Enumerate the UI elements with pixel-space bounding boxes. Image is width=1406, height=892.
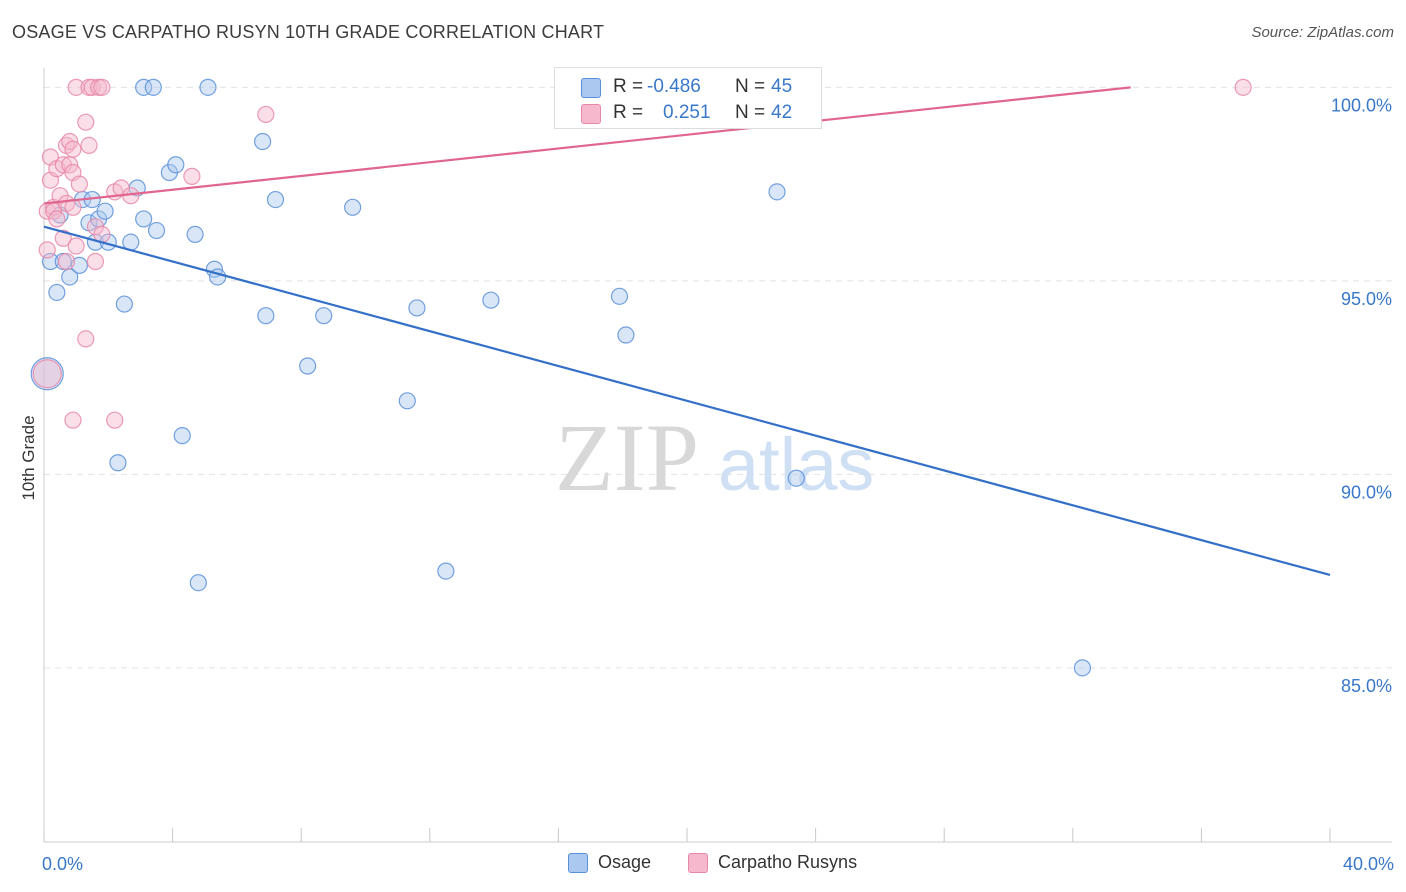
osage-point bbox=[48, 283, 66, 302]
legend-label-carpatho: Carpatho Rusyns bbox=[718, 852, 858, 872]
carpatho-point bbox=[54, 229, 72, 247]
points-layer bbox=[30, 78, 1252, 677]
osage-point bbox=[617, 326, 635, 344]
chart-source: Source: ZipAtlas.com bbox=[1251, 24, 1394, 41]
osage-point bbox=[610, 287, 629, 305]
carpatho-point bbox=[67, 237, 85, 255]
osage-point bbox=[70, 256, 88, 274]
carpatho-point bbox=[32, 359, 62, 389]
watermark: ZIP atlas bbox=[555, 404, 874, 511]
stats-r-value: -0.486 bbox=[647, 76, 701, 97]
stats-n-label: N = bbox=[735, 76, 766, 97]
osage-point bbox=[186, 225, 204, 244]
osage-point bbox=[437, 562, 455, 580]
osage-point bbox=[1073, 659, 1092, 677]
carpatho-point bbox=[183, 167, 201, 185]
trend-layer bbox=[43, 86, 1331, 577]
carpatho-point bbox=[80, 136, 98, 154]
stats-swatch-carpatho bbox=[581, 104, 601, 124]
carpatho-point bbox=[1234, 78, 1252, 96]
stats-row-carpatho: R = 0.251 N = 42 bbox=[555, 100, 823, 128]
osage-point bbox=[315, 307, 333, 325]
carpatho-point bbox=[83, 78, 101, 96]
osage-point bbox=[768, 183, 786, 201]
labels-layer: 100.0% 95.0% 90.0% 85.0% 0.0% 40.0% bbox=[42, 95, 1394, 874]
carpatho-point bbox=[93, 78, 111, 96]
y-tick-label: 100.0% bbox=[1331, 95, 1392, 115]
carpatho-point bbox=[257, 105, 275, 124]
y-tick-label: 95.0% bbox=[1341, 289, 1392, 309]
osage-point bbox=[96, 202, 114, 220]
osage-trend-line bbox=[43, 225, 1331, 577]
stats-n-value: 45 bbox=[771, 76, 793, 97]
stats-box: R = -0.486 N = 45 R = 0.251 N = 42 bbox=[554, 67, 822, 129]
carpatho-point bbox=[64, 411, 82, 429]
stats-swatch-osage bbox=[581, 78, 601, 98]
y-tick-label: 85.0% bbox=[1341, 676, 1392, 696]
osage-point bbox=[167, 156, 185, 174]
legend: Osage Carpatho Rusyns bbox=[0, 852, 1406, 878]
carpatho-point bbox=[77, 330, 95, 348]
y-tick-label: 90.0% bbox=[1341, 482, 1392, 502]
osage-point bbox=[109, 454, 127, 472]
osage-point bbox=[135, 78, 153, 96]
carpatho-point bbox=[86, 252, 105, 271]
watermark-atlas: atlas bbox=[718, 423, 874, 506]
stats-n-value: 42 bbox=[771, 102, 793, 123]
stats-r-value: 0.251 bbox=[663, 102, 711, 123]
carpatho-point bbox=[106, 411, 124, 429]
osage-point bbox=[30, 357, 64, 391]
osage-point bbox=[199, 78, 217, 96]
osage-point bbox=[173, 427, 191, 445]
carpatho-point bbox=[48, 210, 66, 228]
osage-point bbox=[482, 291, 500, 309]
osage-point bbox=[787, 469, 805, 487]
stats-n-label: N = bbox=[735, 102, 766, 123]
x-tick-label: 0.0% bbox=[42, 854, 83, 874]
legend-swatch-carpatho bbox=[688, 852, 708, 873]
osage-point bbox=[408, 299, 426, 317]
osage-point bbox=[189, 574, 207, 592]
stats-r-label: R = bbox=[613, 76, 644, 97]
legend-label-osage: Osage bbox=[598, 852, 652, 872]
osage-point bbox=[115, 295, 133, 313]
x-tick-label: 40.0% bbox=[1343, 854, 1394, 874]
osage-point bbox=[299, 357, 317, 375]
grid-layer bbox=[44, 86, 1392, 669]
carpatho-point bbox=[64, 140, 82, 158]
carpatho-point bbox=[77, 113, 95, 131]
stats-row-osage: R = -0.486 N = 45 bbox=[555, 74, 823, 102]
osage-point bbox=[344, 198, 362, 216]
carpatho-point bbox=[38, 241, 56, 259]
osage-point bbox=[147, 221, 166, 240]
axes-layer bbox=[43, 68, 1392, 843]
osage-point bbox=[257, 307, 275, 325]
legend-item-osage[interactable]: Osage bbox=[568, 852, 651, 873]
osage-point bbox=[266, 190, 285, 209]
osage-point bbox=[135, 210, 153, 228]
watermark-zip: ZIP bbox=[555, 404, 699, 511]
osage-point bbox=[254, 132, 272, 151]
carpatho-point bbox=[57, 252, 76, 271]
osage-point bbox=[398, 392, 416, 410]
carpatho-point bbox=[70, 175, 88, 193]
y-axis-title: 10th Grade bbox=[19, 415, 38, 500]
carpatho-trend-line bbox=[43, 86, 1131, 205]
osage-point bbox=[144, 78, 162, 96]
chart-title: OSAGE VS CARPATHO RUSYN 10TH GRADE CORRE… bbox=[12, 22, 605, 42]
stats-r-label: R = bbox=[613, 102, 644, 123]
legend-swatch-osage bbox=[568, 852, 588, 873]
legend-item-carpatho[interactable]: Carpatho Rusyns bbox=[688, 852, 857, 873]
